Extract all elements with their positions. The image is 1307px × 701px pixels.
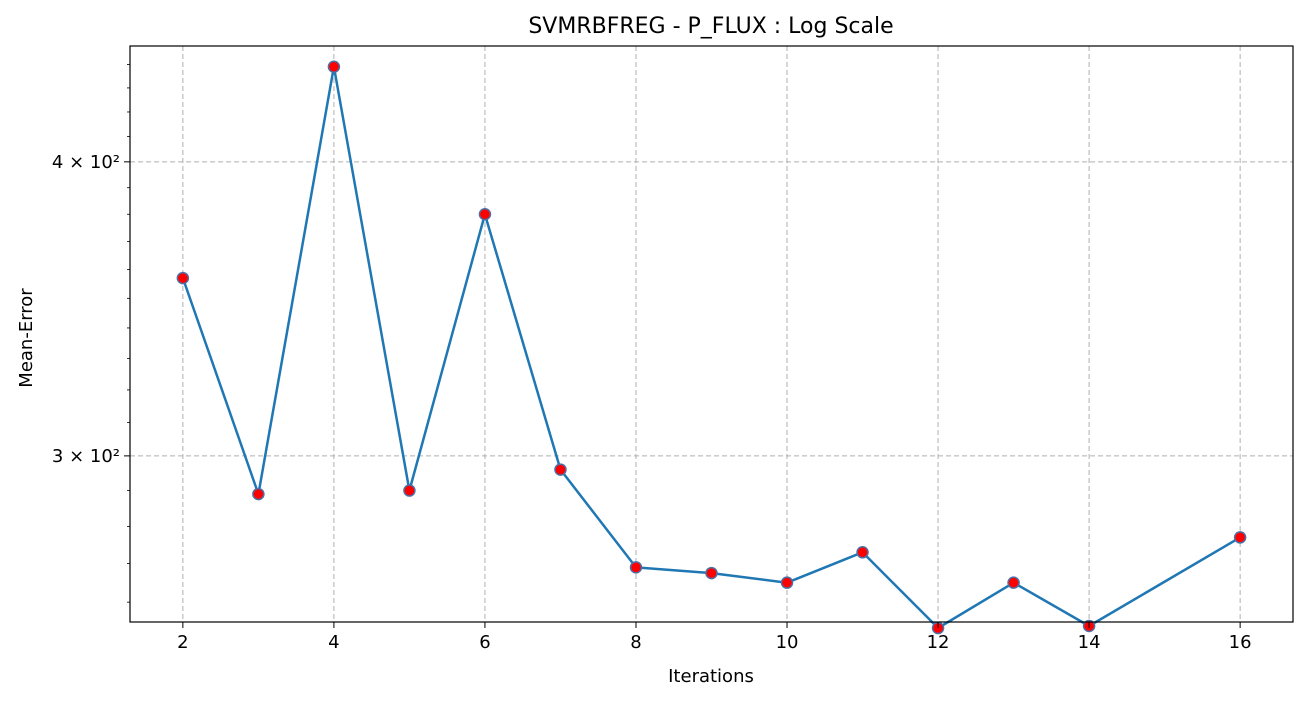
chart-title: SVMRBFREG - P_FLUX : Log Scale [528, 14, 893, 39]
series-layer [176, 60, 1247, 635]
tick-layer: 2 4 6 8 10 12 14 16 3 × 10² 4 × 10² [52, 64, 1252, 653]
data-point [176, 271, 190, 285]
x-tick-label: 14 [1078, 632, 1101, 653]
x-tick-label: 12 [927, 632, 950, 653]
x-tick-label: 16 [1229, 632, 1252, 653]
data-point [1233, 531, 1247, 544]
x-tick-label: 8 [630, 632, 641, 653]
data-point [327, 60, 341, 73]
data-point [1007, 576, 1020, 589]
data-point [252, 487, 265, 501]
x-tick-label: 2 [177, 632, 188, 653]
data-point [780, 576, 794, 589]
data-point [856, 546, 869, 559]
data-point [554, 463, 567, 476]
x-axis-label: Iterations [668, 666, 754, 687]
y-axis-label: Mean-Error [16, 288, 37, 388]
x-tick-label: 10 [776, 632, 799, 653]
series-line [181, 65, 1241, 630]
data-point [629, 561, 643, 574]
grid-layer [130, 46, 1293, 622]
data-point [705, 566, 718, 580]
data-point [478, 208, 492, 221]
data-point [403, 484, 416, 497]
y-tick-label: 3 × 10² [52, 446, 120, 467]
x-tick-label: 6 [479, 632, 490, 653]
x-tick-label: 4 [328, 632, 339, 653]
plot-frame [129, 45, 1294, 623]
y-tick-label: 4 × 10² [52, 152, 120, 173]
